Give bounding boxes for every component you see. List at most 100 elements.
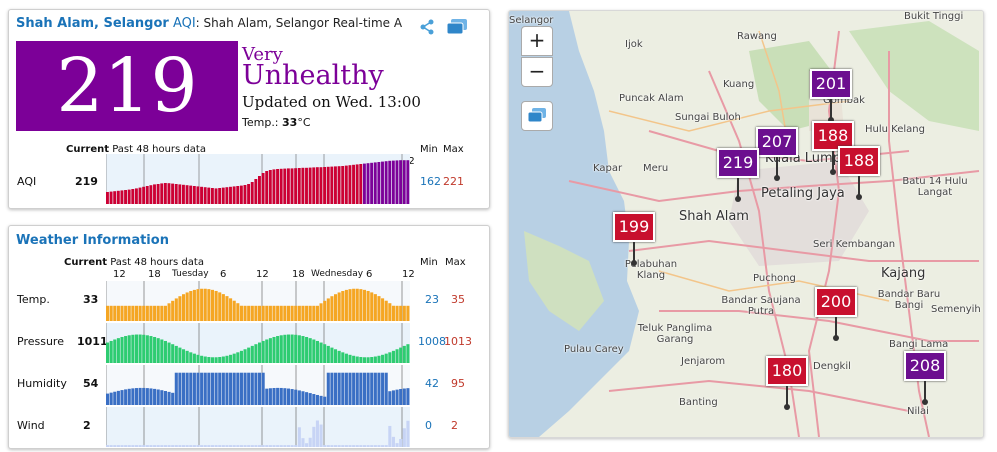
weather-history-bar: [272, 305, 276, 321]
layers-button[interactable]: [521, 101, 553, 131]
aqi-history-bar: [381, 161, 384, 204]
place-label: Sungai Buloh: [675, 112, 741, 123]
weather-history-bar: [283, 305, 287, 321]
aqi-history-bar: [171, 183, 175, 204]
weather-history-bar: [323, 344, 327, 363]
aqi-station-marker[interactable]: 201: [810, 69, 852, 123]
weather-history-bar: [131, 445, 135, 447]
weather-history-bar: [134, 305, 139, 321]
aqi-history-bar: [138, 187, 142, 204]
marker-pin-dot: [774, 175, 780, 181]
weather-history-bar: [131, 305, 135, 321]
temperature-readout: Temp.: 33°C: [242, 116, 311, 129]
weather-history-bar: [232, 445, 236, 447]
weather-history-bar: [174, 345, 178, 363]
aqi-history-bar: [232, 186, 236, 204]
aqi-station-marker[interactable]: 207: [756, 127, 798, 181]
weather-history-bar: [225, 355, 229, 363]
aqi-history-bar: [334, 166, 337, 204]
marker-pin-dot: [735, 196, 741, 202]
city-link[interactable]: Shah Alam, Selangor: [16, 16, 169, 31]
weather-history-bar: [319, 424, 323, 447]
aqi-label: AQI: [172, 16, 196, 31]
aqi-history-bar: [315, 167, 319, 204]
aqi-history-bar: [286, 168, 290, 204]
weather-history-bar: [377, 372, 381, 405]
aqi-station-marker[interactable]: 199: [613, 212, 655, 266]
weather-history-bar: [182, 349, 186, 363]
weather-history-bar: [301, 391, 305, 405]
aqi-history-bar: [344, 165, 348, 204]
weather-history-bar: [192, 372, 196, 405]
marker-pin: [830, 99, 832, 119]
weather-row-label: Humidity: [17, 377, 67, 390]
weather-history-bar: [370, 292, 374, 321]
weather-history-bar: [196, 289, 200, 321]
aqi-history-bar: [279, 168, 283, 204]
aqi-history-bar: [229, 186, 232, 204]
weather-history-bar: [337, 372, 341, 405]
history-current-label: Current: [66, 144, 110, 155]
weather-history-bar: [247, 347, 251, 363]
weather-history-bar: [167, 303, 171, 321]
weather-history-bar: [388, 425, 392, 447]
weather-history-bar: [359, 445, 363, 447]
hour-tick-label: 12: [256, 269, 269, 280]
weather-history-bar: [236, 445, 240, 447]
weather-history-bar: [236, 372, 240, 405]
aqi-history-bar: [142, 186, 146, 204]
weather-history-bar: [348, 289, 352, 321]
weather-history-bar: [207, 445, 211, 447]
weather-history-bar: [254, 445, 258, 447]
aqi-history-bar: [395, 160, 399, 204]
aqi-station-marker[interactable]: 219: [717, 148, 759, 202]
aqi-history-bar: [163, 183, 167, 204]
weather-history-bar: [145, 445, 149, 447]
weather-history-bar: [109, 445, 113, 447]
aqi-station-marker[interactable]: 188: [838, 146, 880, 200]
aqi-station-marker[interactable]: 200: [815, 287, 857, 341]
weather-history-bar: [276, 387, 280, 405]
aqi-history-bar: [236, 186, 240, 204]
weather-row-current: 1011: [77, 335, 108, 348]
weather-history-bar: [149, 336, 153, 363]
place-label: Gombak: [823, 95, 865, 106]
aqi-history-bar: [268, 170, 272, 204]
zoom-out-button[interactable]: −: [521, 57, 553, 87]
aqi-history-bar: [362, 163, 366, 204]
aqi-current-value: 219: [75, 175, 98, 188]
weather-history-bar: [395, 389, 399, 405]
aqi-station-marker[interactable]: 180: [766, 356, 808, 410]
aqi-history-bar: [258, 176, 261, 204]
weather-history-bar: [142, 387, 146, 405]
aqi-history-bar: [182, 184, 185, 204]
marker-value: 201: [815, 74, 847, 93]
weather-row-label: Pressure: [17, 335, 64, 348]
hour-tick-label: 6: [366, 269, 373, 280]
weather-history-bar: [366, 445, 370, 447]
map-panel[interactable]: + − Selangor Ijok Rawang Bukit Tinggi Kuang P…: [508, 10, 984, 438]
hour-tick-label: 6: [220, 269, 227, 280]
weather-history-bar: [301, 305, 305, 321]
weather-history-bar: [138, 334, 142, 363]
weather-history-bar: [283, 445, 287, 447]
weather-history-bar: [312, 394, 316, 405]
weather-history-bar: [185, 350, 189, 363]
weather-history-bar: [192, 445, 196, 447]
aqi-history-bar: [250, 182, 254, 204]
aqi-station-marker[interactable]: 208: [904, 351, 946, 405]
windows-icon[interactable]: [446, 18, 468, 36]
weather-history-bar: [153, 445, 157, 447]
aqi-history-bar: [366, 163, 370, 204]
weather-row-current: 2: [83, 419, 91, 432]
weather-history-bar: [265, 305, 269, 321]
zoom-in-button[interactable]: +: [521, 26, 553, 56]
aqi-history-bar: [373, 162, 377, 204]
weather-history-bar: [373, 445, 377, 447]
aqi-history-bar: [160, 183, 164, 204]
share-icon[interactable]: [419, 19, 435, 35]
hour-tick-label: Wednesday: [311, 269, 364, 279]
aqi-history-bar: [290, 168, 294, 204]
weather-history-bar: [381, 354, 385, 363]
weather-history-bar: [402, 305, 406, 321]
